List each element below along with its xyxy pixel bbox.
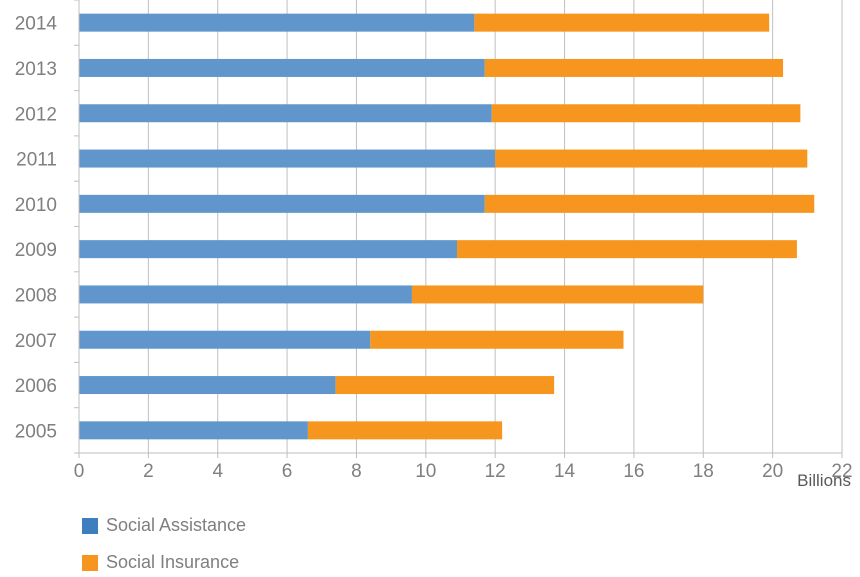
y-tick-label: 2006 — [15, 376, 57, 397]
legend-label: Social Assistance — [106, 515, 247, 535]
x-tick-label: 4 — [212, 461, 223, 482]
y-tick-label: 2011 — [16, 150, 57, 171]
bar-social-assistance — [79, 240, 458, 259]
bar-social-assistance — [79, 421, 308, 440]
x-tick-label: 14 — [554, 461, 576, 482]
bar-social-insurance — [484, 194, 815, 213]
bar-social-insurance — [484, 58, 784, 77]
bar-social-insurance — [307, 421, 503, 440]
x-tick-label: 10 — [415, 461, 436, 482]
legend-item-social-assistance: Social Assistance — [82, 515, 246, 536]
bar-social-assistance — [79, 194, 485, 213]
stacked-bar-chart: 0 2 4 6 8 10 12 14 16 18 20 22 2014 2013 2012 2011 2010… — [15, 0, 853, 490]
bar-social-assistance — [79, 149, 496, 168]
bars — [79, 13, 815, 440]
y-tick-label: 2009 — [15, 240, 57, 261]
legend-item-social-insurance: Social Insurance — [82, 552, 239, 573]
y-tick-label: 2014 — [15, 14, 58, 35]
x-tick-label: 6 — [282, 461, 293, 482]
bar-social-insurance — [457, 240, 797, 259]
legend-swatch-social-insurance — [82, 554, 98, 571]
bar-social-insurance — [370, 330, 624, 349]
bar-social-assistance — [79, 285, 412, 304]
x-axis: 0 2 4 6 8 10 12 14 16 18 20 22 — [74, 452, 853, 482]
x-tick-label: 12 — [485, 461, 506, 482]
x-tick-label: 8 — [351, 461, 362, 482]
bar-social-assistance — [79, 330, 371, 349]
x-tick-label: 0 — [74, 461, 85, 482]
bar-social-insurance — [411, 285, 704, 304]
legend-swatch-social-assistance — [82, 517, 98, 534]
y-tick-label: 2005 — [15, 421, 57, 442]
bar-social-insurance — [474, 13, 770, 32]
x-tick-label: 20 — [762, 461, 783, 482]
y-axis: 2014 2013 2012 2011 2010 2009 2008 2007 2006 2005 — [15, 0, 80, 454]
bar-social-insurance — [335, 376, 555, 395]
x-tick-label: 22 — [831, 461, 852, 482]
bar-social-assistance — [79, 376, 336, 395]
bar-social-assistance — [79, 13, 475, 32]
y-tick-label: 2010 — [15, 195, 57, 216]
y-tick-label: 2008 — [15, 285, 57, 306]
bar-social-assistance — [79, 104, 492, 123]
y-tick-label: 2013 — [15, 59, 57, 80]
x-tick-label: 16 — [623, 461, 644, 482]
x-tick-label: 18 — [693, 461, 714, 482]
bar-social-assistance — [79, 58, 485, 77]
bar-social-insurance — [495, 149, 808, 168]
bar-social-insurance — [491, 104, 801, 123]
y-tick-label: 2007 — [15, 331, 57, 352]
x-axis-unit-label: Billions — [797, 471, 851, 490]
x-tick-label: 2 — [143, 461, 154, 482]
y-tick-label: 2012 — [15, 104, 57, 125]
legend-label: Social Insurance — [106, 552, 240, 572]
